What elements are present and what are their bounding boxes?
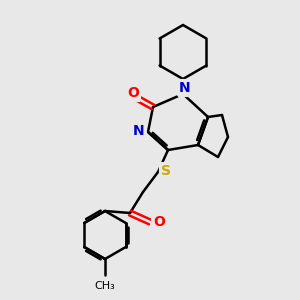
Text: O: O xyxy=(127,86,139,100)
Text: O: O xyxy=(153,215,165,229)
Text: CH₃: CH₃ xyxy=(94,281,116,291)
Text: N: N xyxy=(179,81,191,95)
Text: S: S xyxy=(161,164,171,178)
Text: N: N xyxy=(133,124,145,138)
